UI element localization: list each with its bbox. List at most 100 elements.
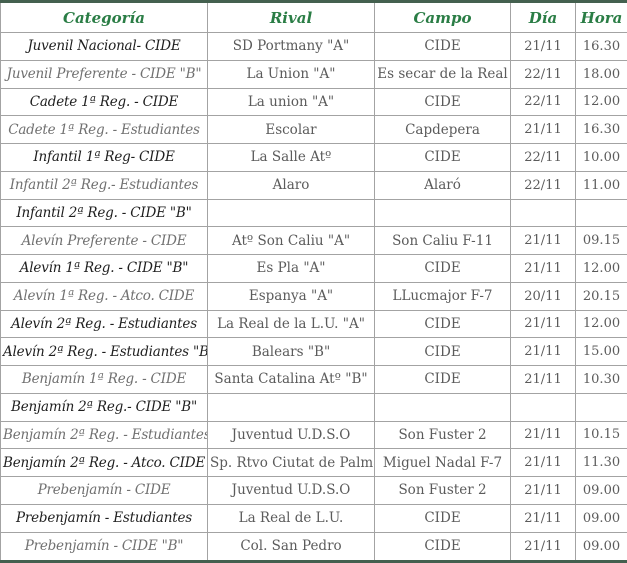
cell-campo: CIDE — [374, 337, 511, 366]
cell-dia: 21/11 — [510, 337, 576, 366]
cell-rival: Sp. Rtvo Ciutat de Palma — [207, 448, 375, 477]
cell-hora: 09.00 — [575, 476, 627, 505]
cell-campo: Son Fuster 2 — [374, 420, 511, 450]
cell-categoria: Prebenjamín - CIDE — [0, 476, 208, 505]
table-row: Cadete 1ª Reg. - CIDE La union "A" CIDE … — [0, 87, 627, 117]
cell-dia: 21/11 — [510, 503, 576, 533]
cell-campo: CIDE — [374, 32, 511, 61]
cell-hora: 10.15 — [575, 420, 627, 450]
cell-rival — [207, 392, 375, 422]
table-row: Alevín Preferente - CIDE Atº Son Caliu "… — [0, 226, 627, 255]
cell-categoria: Juvenil Nacional- CIDE — [0, 32, 208, 61]
cell-rival: La Real de L.U. — [207, 503, 375, 533]
table-row: Benjamín 2ª Reg.- CIDE "B" — [0, 392, 627, 422]
cell-dia — [510, 392, 576, 422]
table-row: Alevín 1ª Reg. - CIDE "B" Es Pla "A" CID… — [0, 254, 627, 283]
cell-campo: LLucmajor F-7 — [374, 281, 511, 311]
cell-rival: Juventud U.D.S.O — [207, 476, 375, 505]
cell-hora: 12.00 — [575, 254, 627, 283]
cell-dia: 22/11 — [510, 170, 576, 200]
cell-categoria: Juvenil Preferente - CIDE "B" — [0, 59, 208, 89]
cell-rival: La Real de la L.U. "A" — [207, 309, 375, 339]
cell-campo — [374, 392, 511, 422]
cell-dia: 21/11 — [510, 115, 576, 144]
column-header-hora: Hora — [575, 1, 627, 33]
cell-hora — [575, 392, 627, 422]
cell-dia: 22/11 — [510, 143, 576, 172]
cell-dia: 21/11 — [510, 420, 576, 450]
cell-rival: Espanya "A" — [207, 281, 375, 311]
cell-hora: 11.00 — [575, 170, 627, 200]
header-row: Categoría Rival Campo Día Hora — [0, 1, 627, 33]
cell-dia: 21/11 — [510, 309, 576, 339]
table-row: Alevín 2ª Reg. - Estudiantes La Real de … — [0, 309, 627, 339]
cell-categoria: Alevín Preferente - CIDE — [0, 226, 208, 255]
cell-dia — [510, 198, 576, 228]
cell-categoria: Infantil 2ª Reg. - CIDE "B" — [0, 198, 208, 228]
cell-categoria: Benjamín 2ª Reg.- CIDE "B" — [0, 392, 208, 422]
cell-hora: 09.00 — [575, 503, 627, 533]
cell-rival: La union "A" — [207, 87, 375, 117]
cell-campo: Es secar de la Real — [374, 59, 511, 89]
cell-dia: 21/11 — [510, 226, 576, 255]
cell-categoria: Prebenjamín - CIDE "B" — [0, 531, 208, 562]
cell-dia: 21/11 — [510, 32, 576, 61]
cell-dia: 21/11 — [510, 476, 576, 505]
cell-campo: CIDE — [374, 254, 511, 283]
table-row: Prebenjamín - Estudiantes La Real de L.U… — [0, 503, 627, 533]
cell-campo: CIDE — [374, 143, 511, 172]
cell-hora: 11.30 — [575, 448, 627, 477]
table-row: Alevín 1ª Reg. - Atco. CIDE Espanya "A" … — [0, 281, 627, 311]
cell-campo: CIDE — [374, 309, 511, 339]
cell-rival: Balears "B" — [207, 337, 375, 366]
cell-rival: Es Pla "A" — [207, 254, 375, 283]
cell-hora — [575, 198, 627, 228]
cell-dia: 22/11 — [510, 59, 576, 89]
cell-campo: Son Caliu F-11 — [374, 226, 511, 255]
cell-categoria: Prebenjamín - Estudiantes — [0, 503, 208, 533]
table-row: Benjamín 2ª Reg. - Atco. CIDE Sp. Rtvo C… — [0, 448, 627, 477]
cell-hora: 10.30 — [575, 365, 627, 394]
cell-rival: Alaro — [207, 170, 375, 200]
table-row: Infantil 2ª Reg.- Estudiantes Alaro Alar… — [0, 170, 627, 200]
cell-rival: Santa Catalina Atº "B" — [207, 365, 375, 394]
cell-campo: CIDE — [374, 503, 511, 533]
cell-categoria: Infantil 2ª Reg.- Estudiantes — [0, 170, 208, 200]
table-row: Benjamín 2ª Reg. - Estudiantes Juventud … — [0, 420, 627, 450]
cell-dia: 20/11 — [510, 281, 576, 311]
cell-categoria: Benjamín 2ª Reg. - Atco. CIDE — [0, 448, 208, 477]
cell-rival: Juventud U.D.S.O — [207, 420, 375, 450]
cell-rival: Escolar — [207, 115, 375, 144]
table-row: Prebenjamín - CIDE Juventud U.D.S.O Son … — [0, 476, 627, 505]
cell-hora: 18.00 — [575, 59, 627, 89]
cell-categoria: Benjamín 1ª Reg. - CIDE — [0, 365, 208, 394]
cell-rival: La Salle Atº — [207, 143, 375, 172]
cell-categoria: Alevín 1ª Reg. - Atco. CIDE — [0, 281, 208, 311]
cell-hora: 20.15 — [575, 281, 627, 311]
cell-hora: 12.00 — [575, 309, 627, 339]
column-header-campo: Campo — [374, 1, 511, 33]
cell-categoria: Cadete 1ª Reg. - CIDE — [0, 87, 208, 117]
cell-hora: 16.30 — [575, 115, 627, 144]
cell-campo: Alaró — [374, 170, 511, 200]
table-row: Infantil 2ª Reg. - CIDE "B" — [0, 198, 627, 228]
column-header-categoria: Categoría — [0, 1, 208, 33]
cell-rival — [207, 198, 375, 228]
cell-campo: Son Fuster 2 — [374, 476, 511, 505]
table-row: Alevín 2ª Reg. - Estudiantes "B" Balears… — [0, 337, 627, 366]
cell-dia: 21/11 — [510, 254, 576, 283]
cell-hora: 09.15 — [575, 226, 627, 255]
cell-categoria: Alevín 2ª Reg. - Estudiantes "B" — [0, 337, 208, 366]
cell-rival: Col. San Pedro — [207, 531, 375, 562]
cell-campo: CIDE — [374, 365, 511, 394]
cell-dia: 22/11 — [510, 87, 576, 117]
table-row: Cadete 1ª Reg. - Estudiantes Escolar Cap… — [0, 115, 627, 144]
cell-categoria: Alevín 2ª Reg. - Estudiantes — [0, 309, 208, 339]
cell-categoria: Infantil 1ª Reg- CIDE — [0, 143, 208, 172]
table-row: Juvenil Preferente - CIDE "B" La Union "… — [0, 59, 627, 89]
cell-rival: SD Portmany "A" — [207, 32, 375, 61]
table-row: Infantil 1ª Reg- CIDE La Salle Atº CIDE … — [0, 143, 627, 172]
cell-dia: 21/11 — [510, 365, 576, 394]
